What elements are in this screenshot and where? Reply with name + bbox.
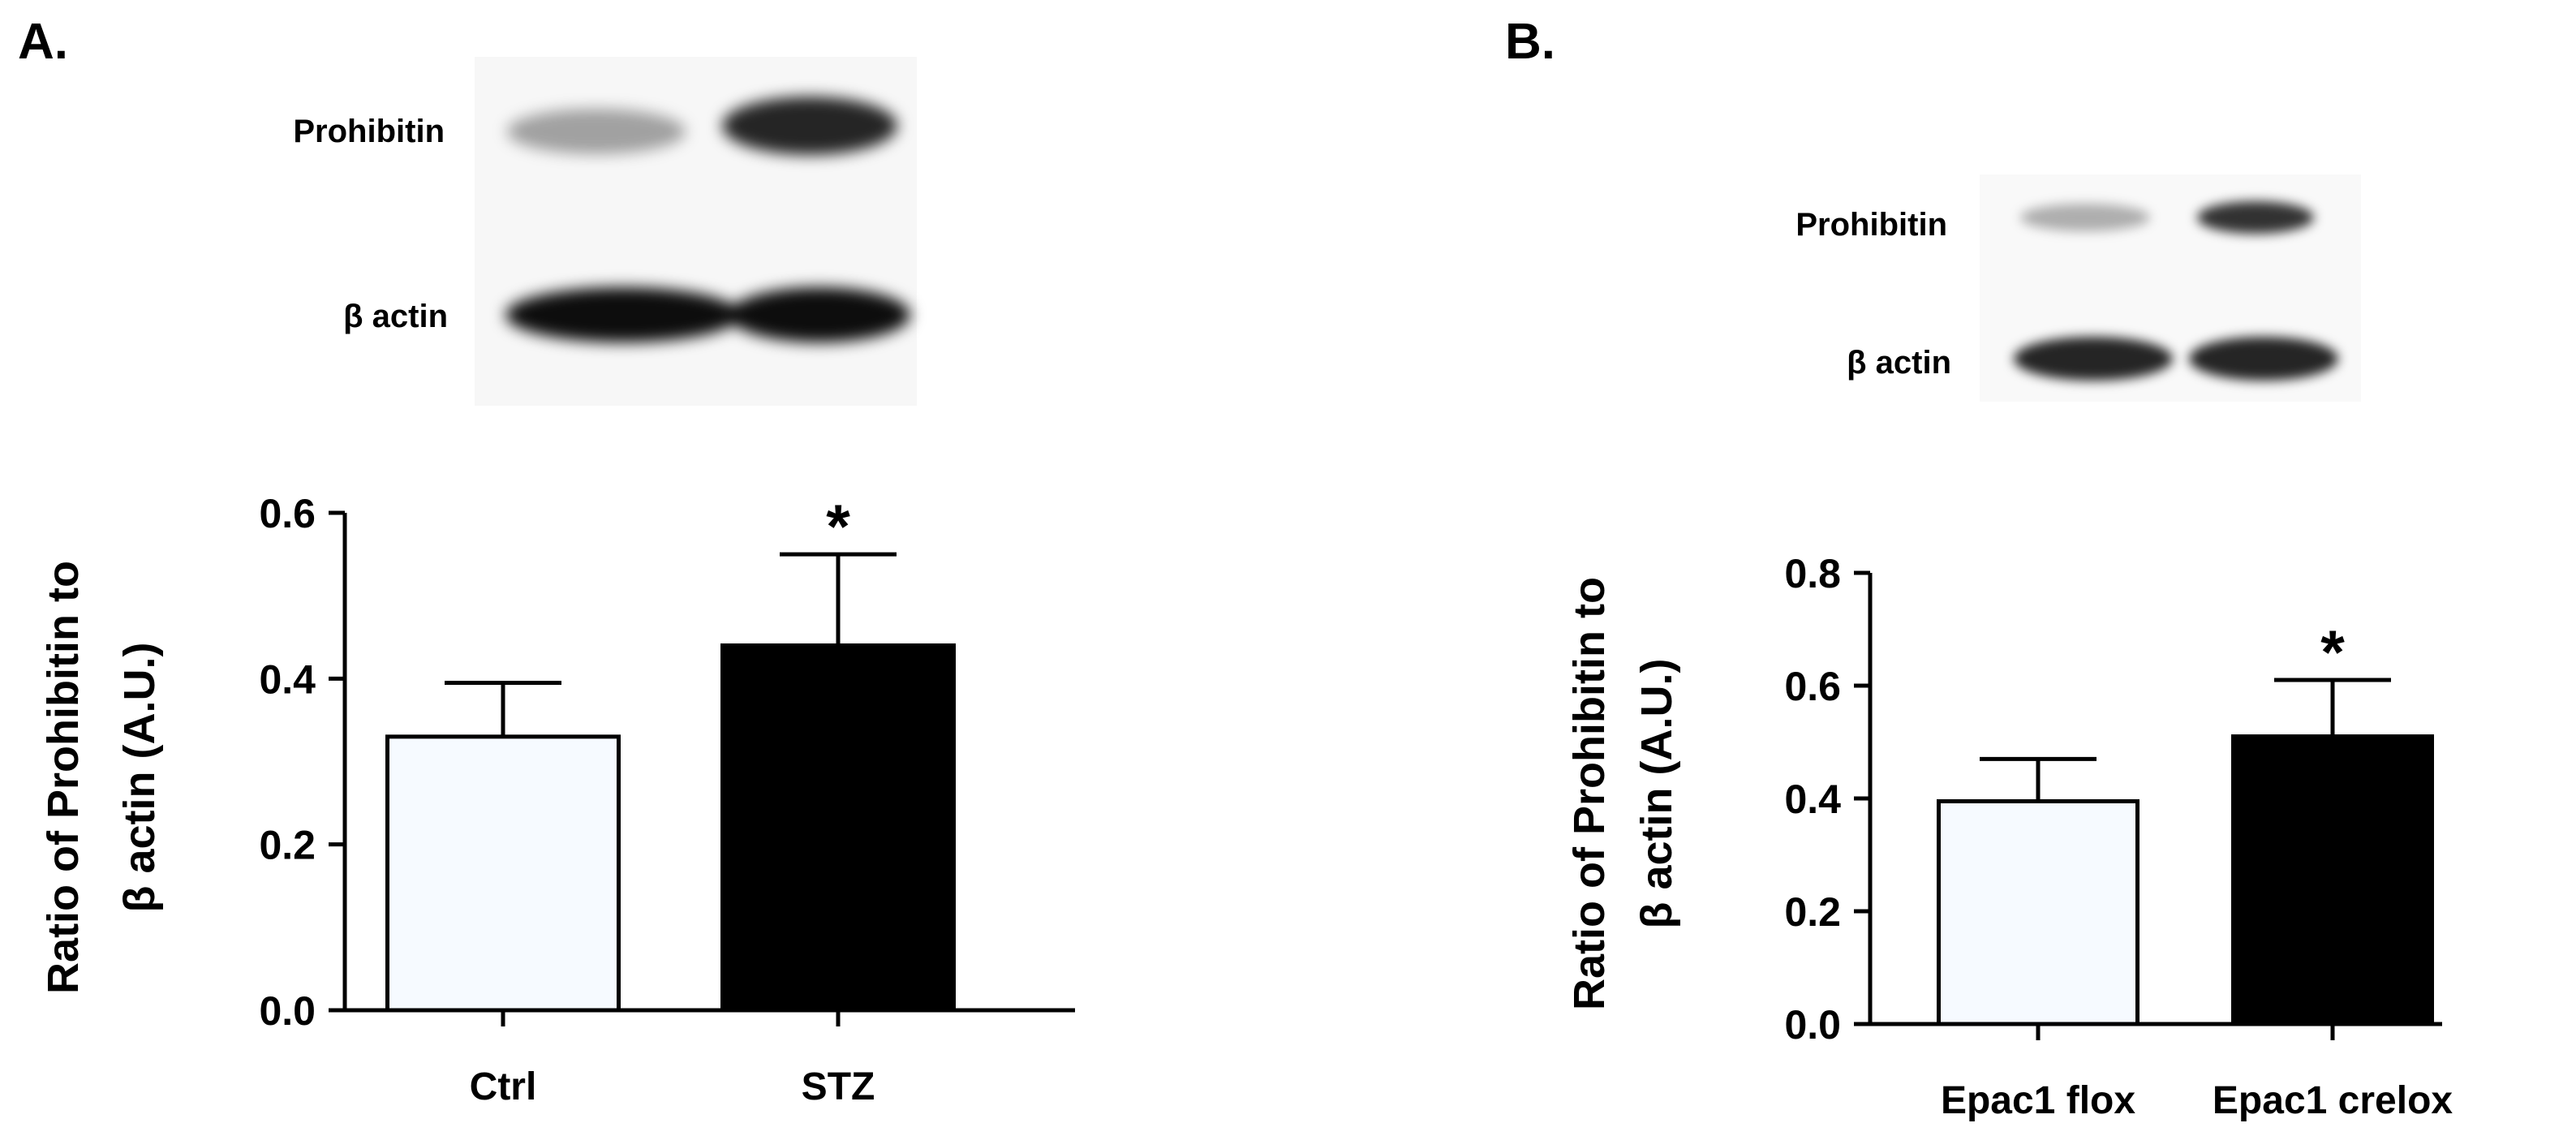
panel-a-category-label: Ctrl: [470, 1065, 537, 1108]
panel-b-y-axis-title-line2: β actin (A.U.): [1632, 659, 1681, 929]
panel-a-letter: A.: [18, 14, 68, 70]
panel-b-category-label: Epac1 crelox: [2213, 1079, 2453, 1122]
panel-b-blot: Prohibitin β actin: [1795, 174, 2361, 402]
panel-a-y-tick-label: 0.6: [259, 491, 316, 536]
panel-b-y-tick-label: 0.2: [1784, 889, 1841, 935]
panel-b-y-tick-label: 0.8: [1784, 551, 1841, 596]
panel-b-blot-label-actin: β actin: [1847, 345, 1951, 381]
panel-b-letter: B.: [1505, 14, 1555, 70]
panel-a-band-actin-ctrl: [505, 287, 741, 342]
panel-b-band-actin-flox: [2014, 337, 2173, 381]
panel-b-bar: [2231, 734, 2434, 1026]
panel-b-band-prohibitin-crelox: [2197, 201, 2314, 234]
panel-a-y-tick-label: 0.0: [259, 988, 316, 1034]
panel-a-band-prohibitin-ctrl: [507, 109, 686, 154]
panel-a-chart: 0.0 0.2 0.4 0.6 Ctrl STZ * Ratio of Prohibitin …: [39, 491, 1075, 1108]
panel-a-bar: [385, 734, 621, 1013]
panel-a-y-axis-title-line1: Ratio of Prohibitin to: [39, 561, 88, 994]
panel-b-y-tick-label: 0.0: [1784, 1002, 1841, 1048]
panel-a-blot: Prohibitin β actin: [293, 57, 917, 406]
panel-a-blot-label-prohibitin: Prohibitin: [293, 114, 445, 149]
panel-a-blot-label-actin: β actin: [343, 299, 448, 334]
panel-b-blot-label-prohibitin: Prohibitin: [1795, 207, 1947, 243]
panel-a-band-actin-stz: [729, 287, 910, 342]
panel-a-y-axis-title-line2: β actin (A.U.): [115, 643, 164, 913]
panel-a-category-label: STZ: [802, 1065, 875, 1108]
panel-a-band-prohibitin-stz: [722, 97, 897, 155]
panel-b: B. Prohibitin β actin 0.0 0.2 0.4 0.6 0.8 Epa…: [1505, 14, 2453, 1122]
panel-a-y-tick-label: 0.2: [259, 823, 316, 868]
panel-b-band-actin-crelox: [2189, 337, 2338, 381]
panel-b-category-label: Epac1 flox: [1941, 1079, 2135, 1122]
panel-b-y-tick-label: 0.6: [1784, 664, 1841, 709]
panel-a-y-tick-label: 0.4: [259, 656, 316, 702]
panel-b-chart: 0.0 0.2 0.4 0.6 0.8 Epac1 flox Epac1 crelox * Ra…: [1565, 551, 2453, 1122]
panel-b-significance-mark: *: [2320, 618, 2345, 687]
panel-a-significance-mark: *: [826, 493, 850, 562]
panel-b-bar: [1937, 798, 2139, 1026]
panel-b-band-prohibitin-flox: [2020, 204, 2150, 231]
panel-a: A. Prohibitin β actin 0.0 0.2 0.4 0.6 Ctrl ST…: [18, 14, 1075, 1108]
panel-a-bar: [720, 643, 956, 1013]
panel-b-y-tick-label: 0.4: [1784, 777, 1841, 822]
panel-b-y-axis-title-line1: Ratio of Prohibitin to: [1565, 577, 1614, 1010]
